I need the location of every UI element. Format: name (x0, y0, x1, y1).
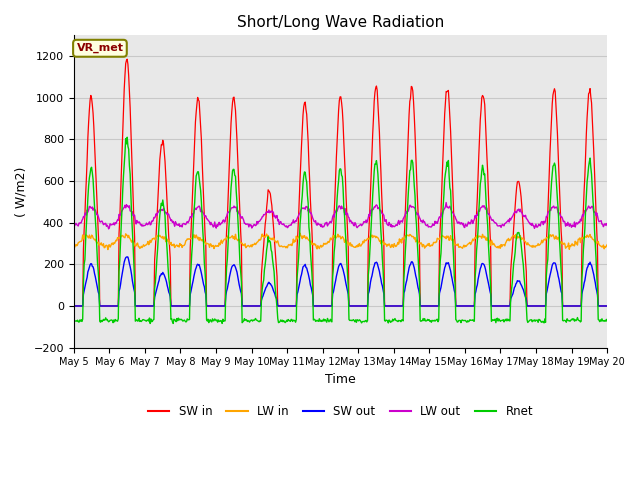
X-axis label: Time: Time (325, 373, 356, 386)
LW in (422, 244, 430, 250)
LW out (422, 222, 429, 228)
LW in (189, 234, 197, 240)
SW in (406, 98, 413, 104)
LW in (218, 237, 225, 243)
Text: VR_met: VR_met (76, 43, 124, 53)
LW out (105, 226, 113, 232)
SW out (70, 303, 77, 309)
Line: SW in: SW in (74, 59, 607, 306)
LW in (70, 242, 77, 248)
Title: Short/Long Wave Radiation: Short/Long Wave Radiation (237, 15, 444, 30)
LW out (79, 214, 87, 219)
Rnet (422, 318, 430, 324)
Rnet (70, 319, 77, 325)
Rnet (406, 167, 414, 173)
Line: LW out: LW out (74, 203, 607, 229)
Y-axis label: ( W/m2): ( W/m2) (15, 166, 28, 216)
SW out (406, 263, 413, 268)
SW out (218, 303, 225, 309)
Line: LW in: LW in (74, 233, 607, 250)
SW in (218, 303, 225, 309)
Line: SW out: SW out (74, 257, 607, 306)
Rnet (190, 208, 198, 214)
SW out (135, 303, 143, 309)
SW out (422, 303, 429, 309)
SW out (604, 303, 611, 309)
Rnet (135, 315, 143, 321)
SW in (189, 173, 197, 179)
LW in (79, 236, 87, 242)
Rnet (79, 281, 87, 287)
SW in (124, 56, 131, 62)
Rnet (218, 321, 226, 326)
LW out (70, 222, 77, 228)
LW out (442, 200, 450, 205)
LW out (135, 219, 143, 225)
SW out (189, 277, 197, 283)
LW in (104, 247, 112, 252)
LW out (189, 211, 197, 217)
SW in (135, 303, 143, 309)
LW in (604, 242, 611, 248)
LW out (406, 203, 413, 208)
SW in (422, 303, 429, 309)
LW out (604, 223, 611, 228)
SW in (79, 246, 87, 252)
SW in (70, 303, 77, 309)
SW out (124, 254, 131, 260)
LW in (406, 232, 414, 238)
Rnet (147, 321, 154, 326)
LW in (135, 244, 143, 250)
Rnet (604, 318, 611, 324)
Rnet (124, 134, 131, 140)
Legend: SW in, LW in, SW out, LW out, Rnet: SW in, LW in, SW out, LW out, Rnet (143, 400, 538, 423)
Line: Rnet: Rnet (74, 137, 607, 324)
LW in (296, 230, 304, 236)
SW out (79, 291, 87, 297)
LW out (218, 220, 225, 226)
SW in (604, 303, 611, 309)
